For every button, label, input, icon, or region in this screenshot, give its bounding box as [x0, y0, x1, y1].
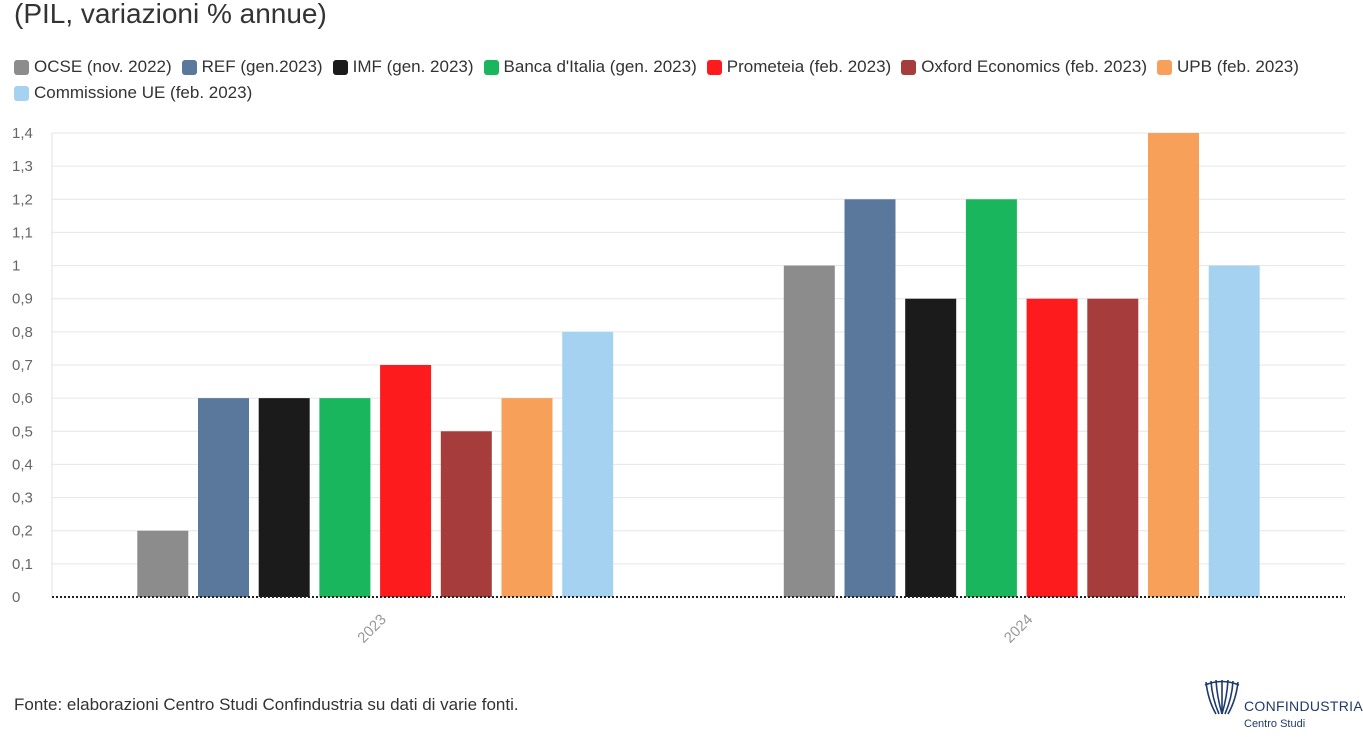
legend-swatch	[1157, 59, 1173, 75]
legend-item[interactable]: Commissione UE (feb. 2023)	[14, 81, 252, 105]
legend-swatch	[706, 59, 722, 75]
confindustria-emblem-icon	[1204, 679, 1240, 715]
bar	[380, 365, 432, 597]
legend-label: OCSE (nov. 2022)	[34, 57, 172, 76]
bar	[1208, 265, 1260, 597]
x-tick-label: 2024	[1001, 611, 1037, 647]
bar	[562, 331, 614, 597]
legend-item[interactable]: Banca d'Italia (gen. 2023)	[483, 55, 697, 79]
bar	[501, 398, 553, 597]
chart-subtitle: (PIL, variazioni % annue)	[14, 0, 327, 29]
y-tick-label: 0	[12, 589, 20, 606]
bar	[905, 298, 957, 597]
legend-label: Prometeia (feb. 2023)	[726, 57, 892, 76]
y-tick-label: 1,2	[12, 191, 33, 208]
y-tick-label: 1,4	[12, 125, 33, 142]
legend-swatch	[181, 59, 197, 75]
bar	[258, 398, 310, 597]
y-tick-label: 1,1	[12, 224, 33, 241]
confindustria-logo: CONFINDUSTRIA Centro Studi	[1198, 676, 1363, 734]
x-tick-label: 2023	[354, 611, 390, 647]
bar	[137, 530, 189, 597]
bar	[440, 431, 492, 597]
legend-label: REF (gen.2023)	[201, 57, 323, 76]
legend-item[interactable]: Prometeia (feb. 2023)	[706, 55, 892, 79]
bar	[319, 398, 371, 597]
legend-swatch	[483, 59, 499, 75]
legend-swatch	[14, 85, 29, 101]
y-tick-label: 0,6	[12, 390, 33, 407]
y-tick-label: 0,9	[12, 291, 33, 308]
legend-label: Oxford Economics (feb. 2023)	[921, 57, 1148, 76]
bar	[1148, 133, 1199, 597]
y-tick-label: 0,2	[12, 523, 33, 540]
y-tick-label: 0,5	[12, 423, 33, 440]
legend-item[interactable]: UPB (feb. 2023)	[1157, 55, 1299, 79]
bar	[1087, 298, 1139, 597]
source-note: Fonte: elaborazioni Centro Studi Confind…	[14, 695, 519, 714]
bar	[965, 199, 1017, 598]
y-tick-label: 0,4	[12, 456, 33, 473]
y-tick-label: 0,7	[12, 357, 33, 374]
bar	[844, 199, 896, 598]
y-tick-label: 1,3	[12, 158, 33, 175]
bar	[1026, 298, 1078, 597]
bar	[198, 398, 249, 597]
chart-legend: OCSE (nov. 2022) REF (gen.2023) IMF (gen. …	[14, 55, 1334, 105]
legend-item[interactable]: Oxford Economics (feb. 2023)	[901, 55, 1147, 79]
legend-item[interactable]: REF (gen.2023)	[181, 55, 323, 79]
legend-item[interactable]: OCSE (nov. 2022)	[14, 55, 172, 79]
y-tick-label: 0,8	[12, 324, 33, 341]
legend-swatch	[332, 59, 348, 75]
logo-name: CONFINDUSTRIA	[1244, 698, 1363, 714]
legend-label: Commissione UE (feb. 2023)	[34, 83, 253, 102]
y-tick-label: 0,1	[12, 556, 33, 573]
legend-label: Banca d'Italia (gen. 2023)	[503, 57, 697, 76]
legend-swatch	[901, 59, 917, 75]
y-tick-label: 1	[12, 258, 20, 275]
legend-label: UPB (feb. 2023)	[1177, 57, 1299, 76]
bar	[783, 265, 835, 597]
y-tick-label: 0,3	[12, 490, 33, 507]
legend-item[interactable]: IMF (gen. 2023)	[332, 55, 474, 79]
legend-label: IMF (gen. 2023)	[352, 57, 474, 76]
logo-subtitle: Centro Studi	[1244, 718, 1306, 730]
legend-swatch	[14, 59, 29, 75]
